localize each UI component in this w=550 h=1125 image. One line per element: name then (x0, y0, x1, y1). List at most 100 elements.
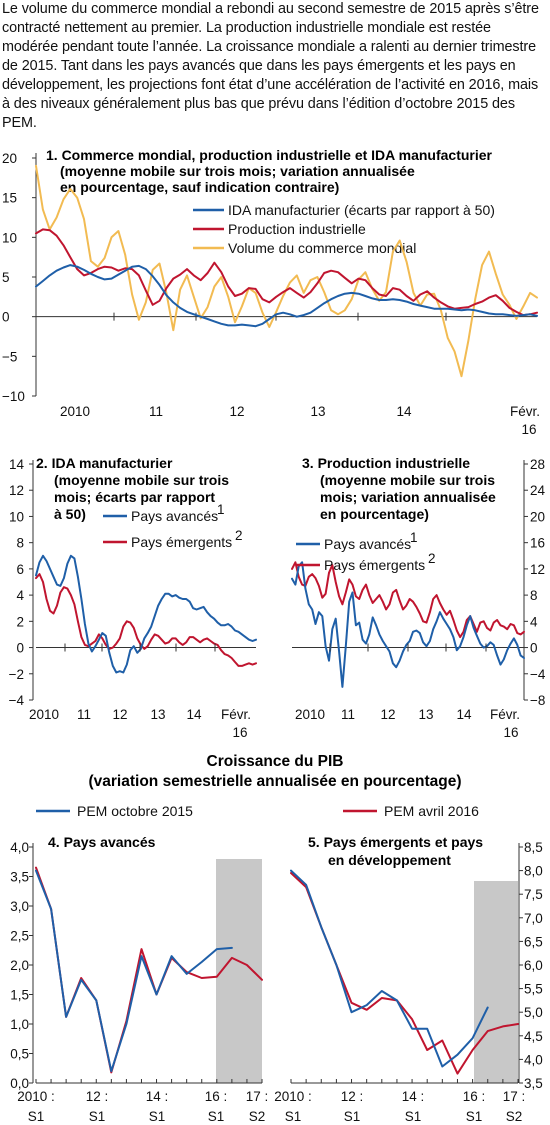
x-tick-label: 13 (418, 707, 433, 722)
series-line-1 (35, 228, 538, 317)
y-tick-label: 5 (2, 270, 10, 285)
y-tick-label: 2,0 (10, 958, 29, 973)
legend-superscript: 2 (235, 528, 243, 543)
y-tick-label: 16 (530, 536, 545, 551)
legend-label: Pays avancés (131, 508, 218, 524)
x-tick-label: 2010 (295, 707, 325, 722)
x-tick-label: 14 : (146, 1089, 169, 1104)
legend-label: PEM avril 2016 (384, 803, 479, 819)
panel5-title: en développement (328, 852, 451, 868)
y-tick-label: 3,5 (524, 1076, 543, 1091)
y-tick-label: −8 (530, 693, 545, 708)
y-tick-label: 0 (530, 641, 538, 656)
series-line-0 (291, 561, 525, 688)
y-tick-label: −5 (2, 349, 17, 364)
intro-paragraph: Le volume du commerce mondial a rebondi … (2, 1, 539, 131)
legend-superscript: 1 (217, 502, 225, 517)
series-line-1 (35, 573, 257, 667)
panel2-title: 2. IDA manufacturier (36, 455, 173, 471)
panel1-title: 1. Commerce mondial, production industri… (46, 147, 493, 163)
y-tick-label: 4 (16, 588, 24, 603)
x-tick-label: 2010 (60, 404, 90, 419)
x-tick-label: 17 : (503, 1089, 526, 1104)
legend-label: Pays émergents (131, 534, 232, 550)
series-line-0 (35, 869, 233, 1073)
projection-shade (216, 859, 262, 1083)
x-tick-label: 12 : (341, 1089, 364, 1104)
y-tick-label: 12 (530, 562, 545, 577)
x-tick-label: S1 (149, 1109, 166, 1124)
y-tick-label: 1,5 (10, 988, 29, 1003)
x-tick-label: S1 (28, 1109, 45, 1124)
y-tick-label: 4,0 (10, 840, 29, 855)
y-tick-label: 12 (9, 483, 24, 498)
y-tick-label: 8,5 (524, 840, 543, 855)
y-tick-label: 6 (16, 562, 24, 577)
y-tick-label: 5,5 (524, 982, 543, 997)
series-line-2 (35, 164, 538, 378)
x-tick-label: 14 (456, 707, 472, 722)
y-tick-label: 2,5 (10, 929, 29, 944)
panel3-title: en pourcentage) (320, 506, 429, 522)
y-tick-label: 0 (16, 641, 24, 656)
legend-label: Pays émergents (324, 557, 425, 573)
y-tick-label: 1,0 (10, 1017, 29, 1032)
y-tick-label: 6,0 (524, 958, 543, 973)
y-tick-label: −2 (9, 667, 24, 682)
legend-label: Production industrielle (228, 221, 366, 237)
x-tick-label: 11 (77, 707, 91, 722)
series-line-0 (35, 554, 257, 674)
panel2-title: (moyenne mobile sur trois (54, 472, 229, 488)
x-tick-label: Févr. (490, 707, 520, 722)
legend-label: Volume du commerce mondial (228, 240, 416, 256)
y-tick-label: 10 (2, 230, 17, 245)
legend-label: PEM octobre 2015 (77, 803, 193, 819)
x-tick-label: Févr. (510, 404, 540, 419)
x-tick-label: 12 (229, 404, 244, 419)
y-tick-label: 4 (530, 614, 538, 629)
x-tick-label: S1 (285, 1109, 302, 1124)
x-tick-label: 12 (380, 707, 395, 722)
panel1-title: en pourcentage, sauf indication contrair… (60, 179, 339, 195)
y-tick-label: 24 (530, 483, 546, 498)
legend-superscript: 1 (410, 530, 418, 545)
x-tick-label: 13 (150, 707, 165, 722)
y-tick-label: 5,0 (524, 1005, 543, 1020)
x-tick-label: 14 : (402, 1089, 425, 1104)
y-tick-label: 3,0 (10, 899, 29, 914)
x-tick-label: 13 (310, 404, 325, 419)
panel1-title: (moyenne mobile sur trois mois; variatio… (60, 163, 415, 179)
panel3-title: (moyenne mobile sur trois (320, 472, 495, 488)
x-tick-label: 16 (503, 725, 518, 740)
x-tick-label: S2 (506, 1109, 523, 1124)
y-tick-label: 2 (16, 614, 24, 629)
x-tick-label: 2010 : (274, 1089, 312, 1104)
gdp-header-title: Croissance du PIB (207, 753, 344, 770)
x-tick-label: 11 (341, 707, 355, 722)
legend-label: IDA manufacturier (écarts par rapport à … (228, 202, 495, 218)
y-tick-label: 6,5 (524, 934, 543, 949)
x-tick-label: 16 (521, 422, 536, 437)
y-tick-label: 14 (9, 457, 25, 472)
y-tick-label: 4,5 (524, 1029, 543, 1044)
y-tick-label: 20 (2, 151, 17, 166)
y-tick-label: 8,0 (524, 864, 543, 879)
panel3-title: mois; variation annualisée (320, 489, 496, 505)
panel4-title: 4. Pays avancés (48, 834, 156, 850)
legend-label: Pays avancés (324, 536, 411, 552)
projection-shade (474, 881, 518, 1083)
x-tick-label: S1 (344, 1109, 361, 1124)
x-tick-label: 12 : (86, 1089, 109, 1104)
x-tick-label: 16 : (205, 1089, 228, 1104)
series-line-1 (291, 561, 525, 639)
x-tick-label: S1 (405, 1109, 422, 1124)
y-tick-label: 10 (9, 509, 24, 524)
x-tick-label: 2010 : (17, 1089, 55, 1104)
x-tick-label: S1 (208, 1109, 225, 1124)
y-tick-label: 3,5 (10, 870, 29, 885)
x-tick-label: Févr. (221, 707, 251, 722)
legend-superscript: 2 (428, 551, 436, 566)
y-tick-label: 0,5 (10, 1047, 29, 1062)
y-tick-label: 7,0 (524, 911, 543, 926)
